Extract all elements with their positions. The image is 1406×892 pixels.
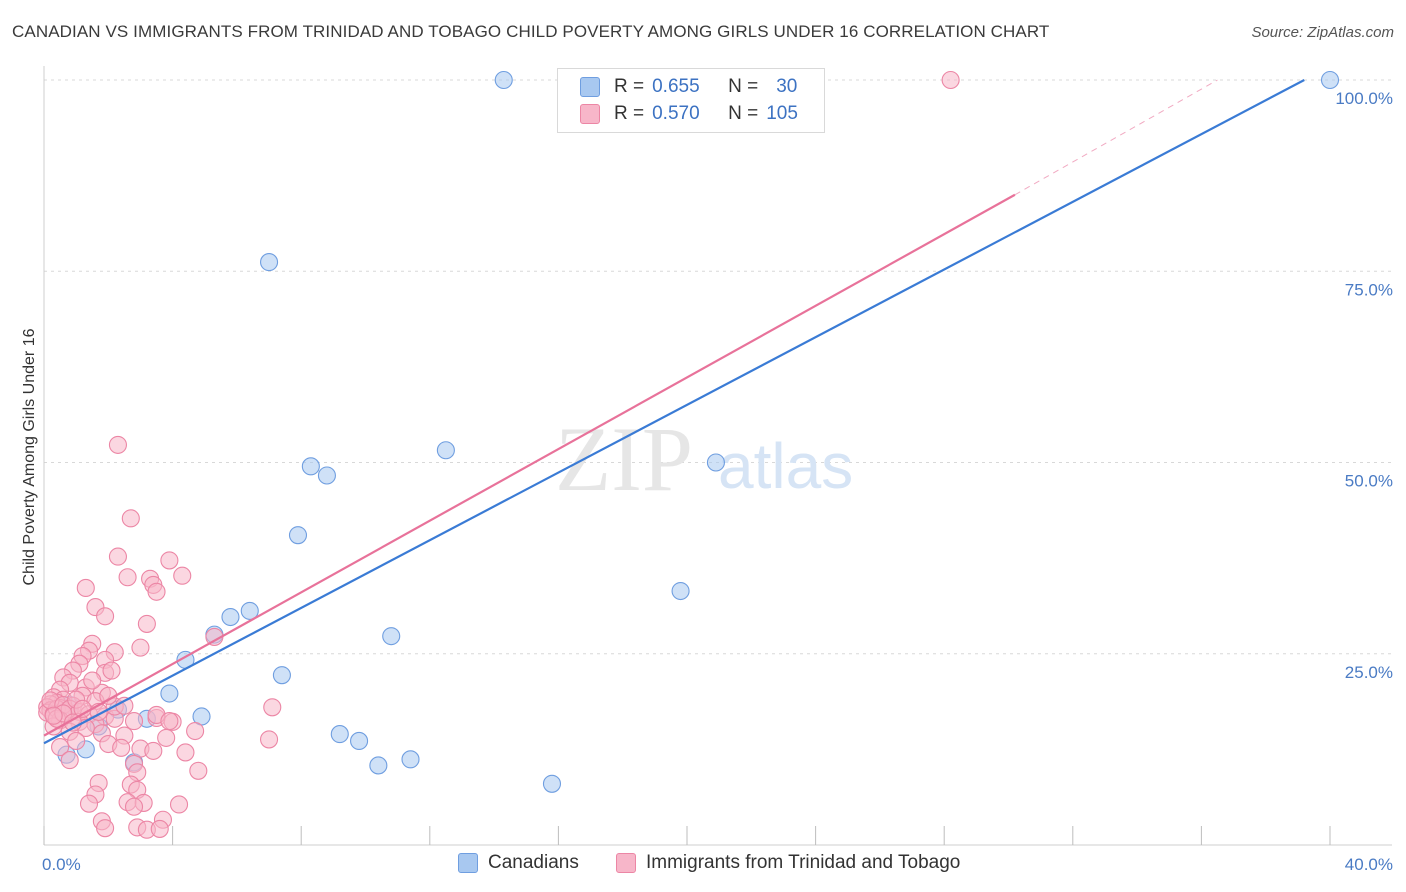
legend-r-value: 0.570 — [652, 103, 700, 124]
point-canadians — [350, 731, 369, 751]
point-immigrants — [79, 794, 99, 813]
regression-extension-immigrants — [1014, 79, 1218, 196]
point-canadians — [221, 607, 240, 627]
point-immigrants — [941, 70, 960, 90]
point-immigrants — [189, 761, 208, 780]
point-immigrants — [173, 566, 192, 585]
point-immigrants — [76, 578, 95, 598]
legend-r-label: R = — [614, 103, 645, 124]
point-immigrants — [112, 738, 131, 757]
point-immigrants — [108, 547, 127, 566]
point-immigrants — [67, 731, 86, 751]
point-canadians — [160, 684, 179, 703]
legend-item-immigrants[interactable]: Immigrants from Trinidad and Tobago — [616, 852, 960, 874]
point-immigrants — [124, 797, 144, 816]
point-immigrants — [96, 607, 115, 626]
legend-label-canadians: Canadians — [488, 852, 579, 873]
point-immigrants — [169, 795, 189, 814]
point-immigrants — [96, 819, 115, 838]
y-tick-label: 50.0% — [1345, 472, 1393, 491]
point-canadians — [542, 774, 562, 793]
point-canadians — [272, 666, 291, 685]
y-tick-label: 75.0% — [1345, 280, 1393, 299]
legend-n-value: 105 — [766, 103, 798, 124]
legend-row-canadians: R = 0.655 N = 30 — [580, 74, 797, 100]
x-tick-label: 40.0% — [1345, 855, 1393, 874]
legend-r-label: R = — [614, 76, 645, 97]
legend-row-immigrants: R = 0.570 N = 105 — [580, 101, 798, 127]
point-immigrants — [108, 435, 127, 454]
legend-swatch-canadians — [580, 77, 600, 97]
legend-swatch-immigrants — [616, 853, 636, 873]
y-tick-label: 100.0% — [1335, 89, 1393, 108]
legend-n-label: N = — [728, 76, 759, 97]
point-immigrants — [60, 751, 79, 770]
regression-line-canadians — [43, 79, 1305, 745]
watermark-atlas: atlas — [718, 430, 853, 502]
point-canadians — [494, 70, 513, 90]
source-credit: Source: ZipAtlas.com — [1251, 24, 1394, 41]
point-immigrants — [263, 698, 282, 717]
legend-item-canadians[interactable]: Canadians — [458, 852, 579, 874]
point-immigrants — [102, 661, 121, 680]
point-canadians — [436, 441, 455, 460]
tick-labels: 25.0% 50.0% 75.0% 100.0% 0.0% 40.0% — [42, 89, 1393, 874]
point-immigrants — [124, 712, 144, 731]
y-axis-title: Child Poverty Among Girls Under 16 — [21, 328, 38, 585]
regression-line-immigrants — [43, 193, 1016, 737]
point-immigrants — [144, 741, 163, 760]
point-canadians — [259, 253, 279, 272]
point-immigrants — [160, 712, 179, 731]
point-immigrants — [147, 582, 166, 601]
regression-lines — [43, 79, 1305, 745]
chart-title: CANADIAN VS IMMIGRANTS FROM TRINIDAD AND… — [12, 22, 1050, 41]
legend-r-value: 0.655 — [652, 76, 700, 97]
legend-swatch-canadians — [458, 853, 478, 873]
point-immigrants — [186, 721, 205, 741]
legend-n-label: N = — [728, 103, 759, 124]
point-immigrants — [83, 671, 102, 690]
point-immigrants — [150, 819, 169, 838]
point-canadians — [671, 581, 690, 601]
point-canadians — [330, 725, 349, 744]
x-tick-label: 0.0% — [42, 855, 81, 874]
watermark-zip: ZIP — [555, 408, 693, 510]
point-immigrants — [44, 706, 63, 725]
point-canadians — [382, 627, 401, 646]
point-immigrants — [176, 743, 195, 762]
point-immigrants — [137, 614, 156, 633]
point-canadians — [317, 466, 336, 485]
point-immigrants — [160, 551, 179, 570]
point-immigrants — [51, 738, 70, 757]
point-canadians — [301, 457, 320, 476]
point-immigrants — [259, 730, 279, 749]
correlation-legend: R = 0.655 N = 30 R = 0.570 N = 105 — [557, 68, 825, 133]
legend-n-value: 30 — [776, 76, 798, 97]
point-immigrants — [118, 568, 137, 587]
point-canadians — [369, 756, 388, 775]
legend-label-immigrants: Immigrants from Trinidad and Tobago — [646, 852, 961, 873]
point-canadians — [240, 601, 259, 620]
point-immigrants — [157, 728, 176, 747]
point-canadians — [1320, 70, 1340, 90]
legend-swatch-immigrants — [580, 104, 600, 124]
point-canadians — [401, 750, 420, 769]
point-canadians — [706, 453, 725, 472]
point-immigrants — [131, 638, 150, 657]
point-immigrants — [121, 509, 140, 528]
gridlines — [44, 79, 1392, 655]
y-tick-label: 25.0% — [1345, 663, 1393, 682]
series-legend: Canadians Immigrants from Trinidad and T… — [0, 852, 1406, 878]
point-canadians — [288, 526, 308, 545]
